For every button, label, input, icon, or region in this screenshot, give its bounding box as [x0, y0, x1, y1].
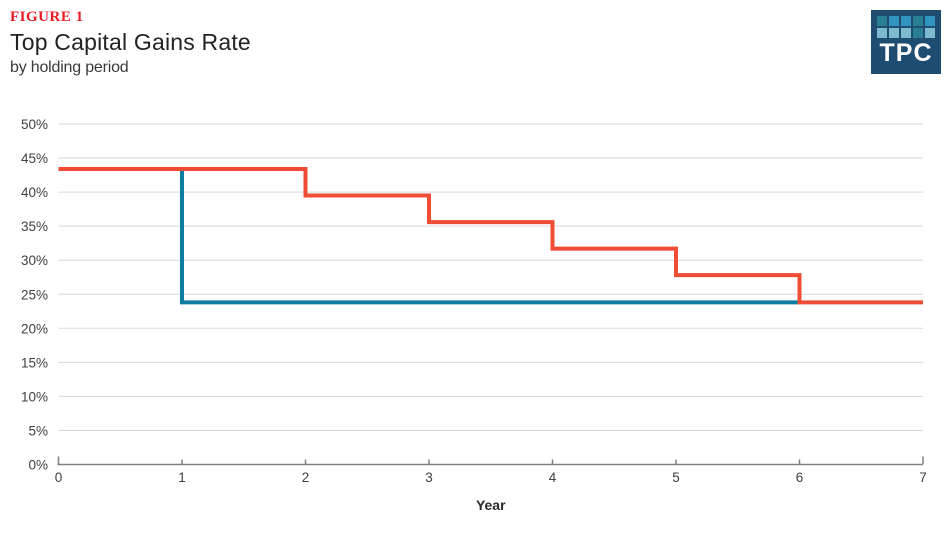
x-tick-label: 0: [55, 470, 63, 485]
chart-header: FIGURE 1 Top Capital Gains Rate by holdi…: [10, 9, 251, 77]
x-tick-label: 7: [919, 470, 927, 485]
x-tick-label: 5: [672, 470, 680, 485]
y-tick-label: 0%: [28, 458, 48, 473]
tpc-logo-text: TPC: [879, 39, 933, 67]
y-tick-label: 10%: [21, 389, 48, 404]
x-axis-title: Year: [476, 497, 506, 513]
y-tick-label: 15%: [21, 355, 48, 370]
y-tick-label: 40%: [21, 185, 48, 200]
orange-line: [58, 166, 923, 305]
logo-square-icon: [889, 28, 899, 38]
y-tick-label: 35%: [21, 219, 48, 234]
tpc-logo-grid-icon: [877, 16, 935, 38]
blue-line: [180, 168, 800, 305]
y-tick-label: 5%: [28, 423, 48, 438]
x-tick-label: 1: [178, 470, 186, 485]
logo-square-icon: [913, 28, 923, 38]
x-tick-label: 3: [425, 470, 433, 485]
logo-square-icon: [901, 28, 911, 38]
logo-square-icon: [877, 16, 887, 26]
logo-square-icon: [925, 16, 935, 26]
y-tick-label: 45%: [21, 151, 48, 166]
x-tick-label: 4: [549, 470, 557, 485]
logo-square-icon: [877, 28, 887, 38]
y-tick-label: 25%: [21, 287, 48, 302]
page-subtitle: by holding period: [10, 59, 129, 77]
page-title: Top Capital Gains Rate: [10, 28, 251, 55]
logo-square-icon: [925, 28, 935, 38]
logo-square-icon: [901, 16, 911, 26]
logo-square-icon: [913, 16, 923, 26]
logo-square-icon: [889, 16, 899, 26]
x-tick-label: 6: [796, 470, 804, 485]
tpc-logo: TPC: [871, 10, 941, 74]
y-tick-label: 30%: [21, 253, 48, 268]
y-tick-label: 20%: [21, 321, 48, 336]
y-tick-label: 50%: [21, 117, 48, 132]
figure-label: FIGURE 1: [10, 9, 84, 25]
x-tick-label: 2: [302, 470, 310, 485]
